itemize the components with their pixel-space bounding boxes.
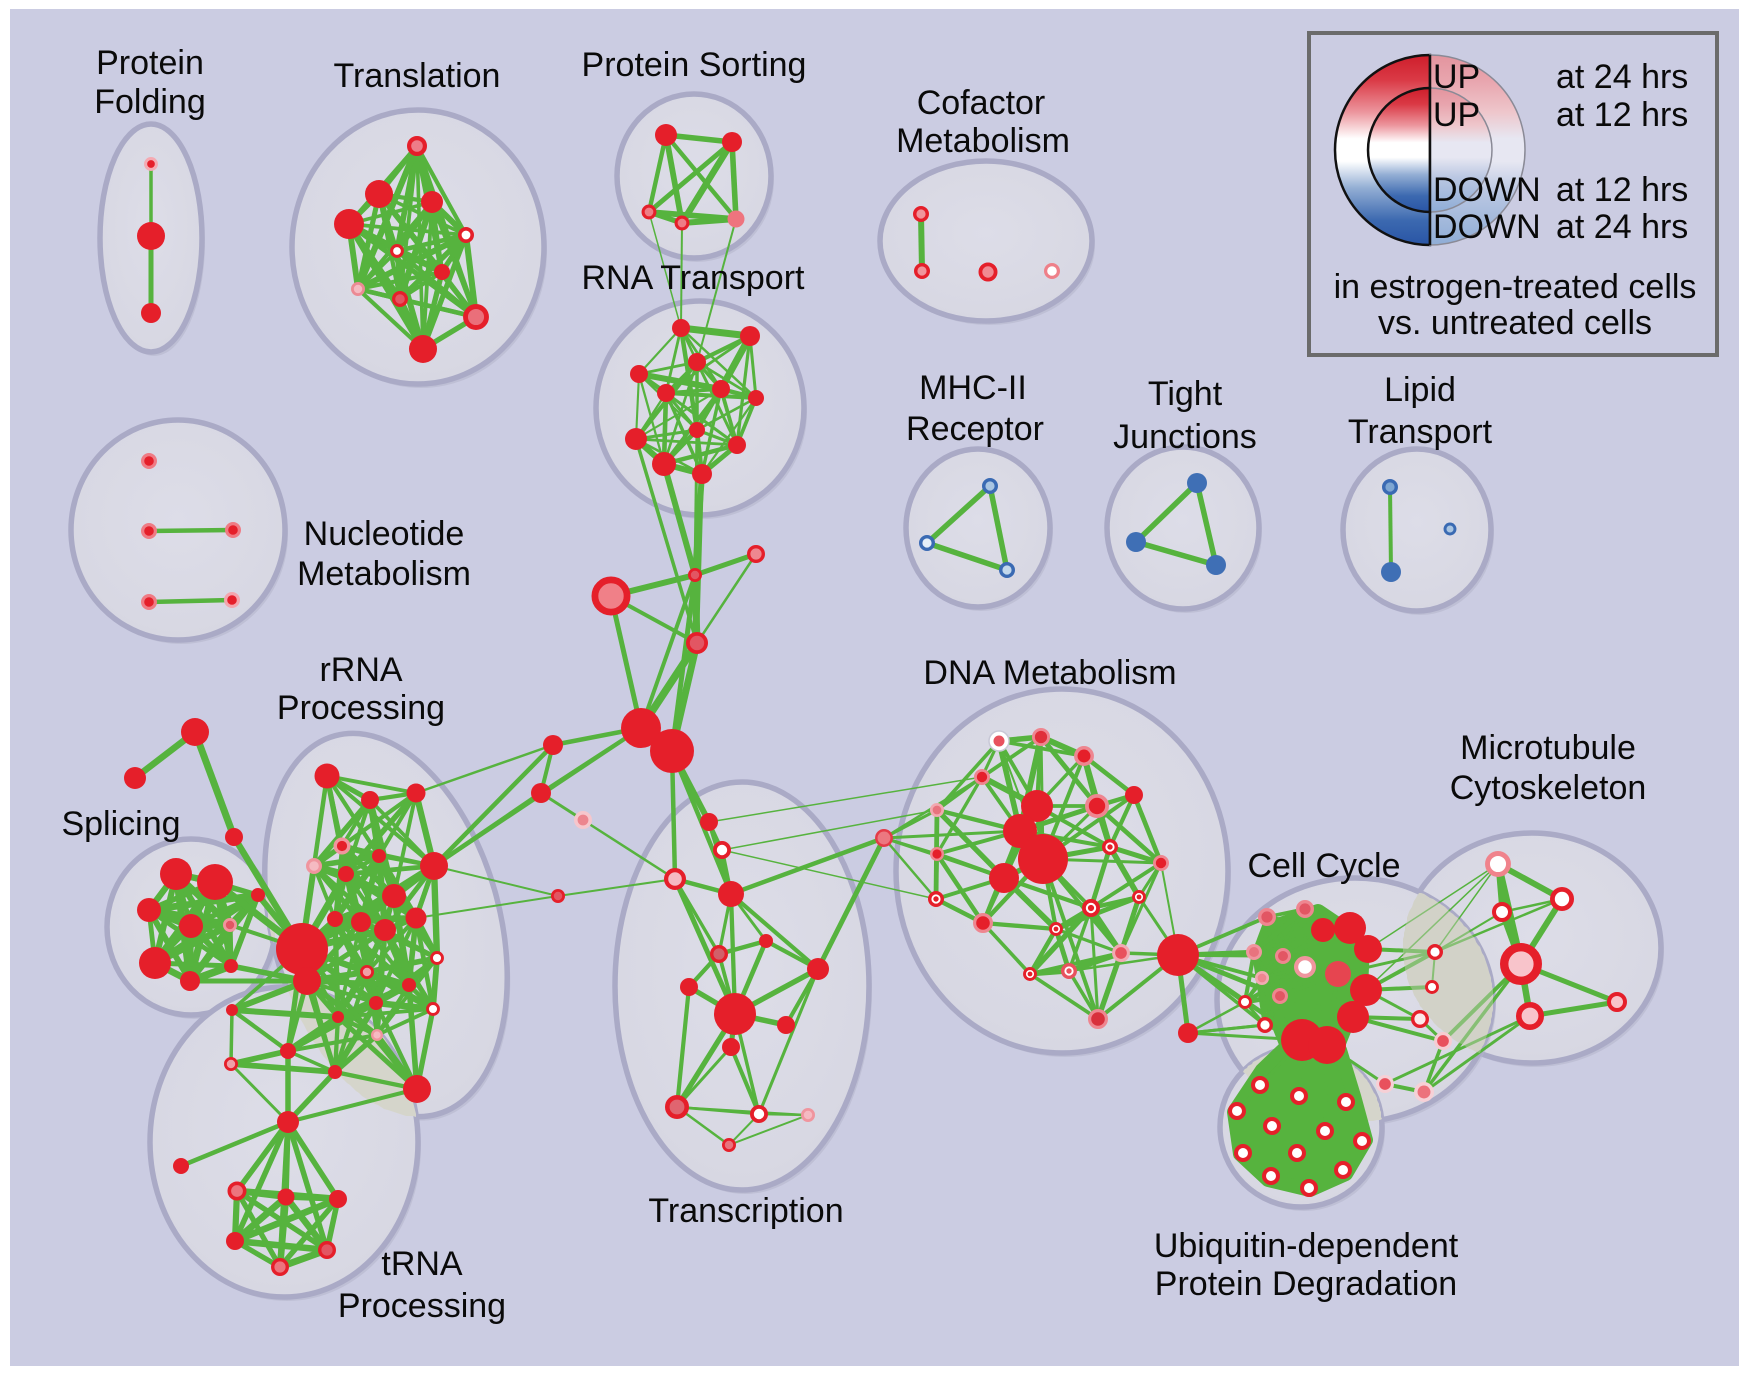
svg-text:Metabolism: Metabolism bbox=[297, 555, 471, 593]
svg-text:Transport: Transport bbox=[1348, 413, 1493, 451]
svg-text:vs. untreated cells: vs. untreated cells bbox=[1378, 304, 1652, 342]
svg-text:Cell Cycle: Cell Cycle bbox=[1247, 847, 1400, 885]
svg-text:DOWN: DOWN bbox=[1433, 171, 1541, 209]
svg-text:Ubiquitin-dependent: Ubiquitin-dependent bbox=[1154, 1227, 1459, 1265]
svg-text:Translation: Translation bbox=[334, 57, 501, 95]
svg-text:Processing: Processing bbox=[338, 1287, 506, 1325]
svg-text:at 24 hrs: at 24 hrs bbox=[1556, 58, 1688, 96]
svg-text:at 24 hrs: at 24 hrs bbox=[1556, 208, 1688, 246]
svg-text:rRNA: rRNA bbox=[319, 651, 402, 689]
svg-text:Junctions: Junctions bbox=[1113, 418, 1257, 456]
svg-text:Transcription: Transcription bbox=[648, 1192, 843, 1230]
svg-text:UP: UP bbox=[1433, 58, 1480, 96]
svg-text:DOWN: DOWN bbox=[1433, 208, 1541, 246]
svg-text:DNA Metabolism: DNA Metabolism bbox=[923, 654, 1176, 692]
svg-text:Protein: Protein bbox=[96, 44, 204, 82]
svg-text:Tight: Tight bbox=[1148, 375, 1223, 413]
svg-text:Cofactor: Cofactor bbox=[917, 84, 1046, 122]
svg-text:UP: UP bbox=[1433, 96, 1480, 134]
svg-text:Nucleotide: Nucleotide bbox=[304, 515, 465, 553]
svg-text:MHC-II: MHC-II bbox=[919, 369, 1027, 407]
svg-text:Metabolism: Metabolism bbox=[896, 122, 1070, 160]
svg-text:Lipid: Lipid bbox=[1384, 371, 1456, 409]
svg-text:Protein Sorting: Protein Sorting bbox=[582, 46, 807, 84]
svg-text:at 12 hrs: at 12 hrs bbox=[1556, 171, 1688, 209]
svg-text:Splicing: Splicing bbox=[61, 805, 180, 843]
svg-text:Cytoskeleton: Cytoskeleton bbox=[1450, 769, 1647, 807]
svg-text:Protein Degradation: Protein Degradation bbox=[1155, 1265, 1457, 1303]
svg-text:at 12 hrs: at 12 hrs bbox=[1556, 96, 1688, 134]
svg-text:in estrogen-treated cells: in estrogen-treated cells bbox=[1334, 268, 1697, 306]
svg-text:Microtubule: Microtubule bbox=[1460, 729, 1636, 767]
svg-text:tRNA: tRNA bbox=[381, 1245, 463, 1283]
svg-text:RNA Transport: RNA Transport bbox=[582, 259, 806, 297]
svg-text:Receptor: Receptor bbox=[906, 410, 1044, 448]
svg-text:Processing: Processing bbox=[277, 689, 445, 727]
svg-text:Folding: Folding bbox=[94, 83, 206, 121]
